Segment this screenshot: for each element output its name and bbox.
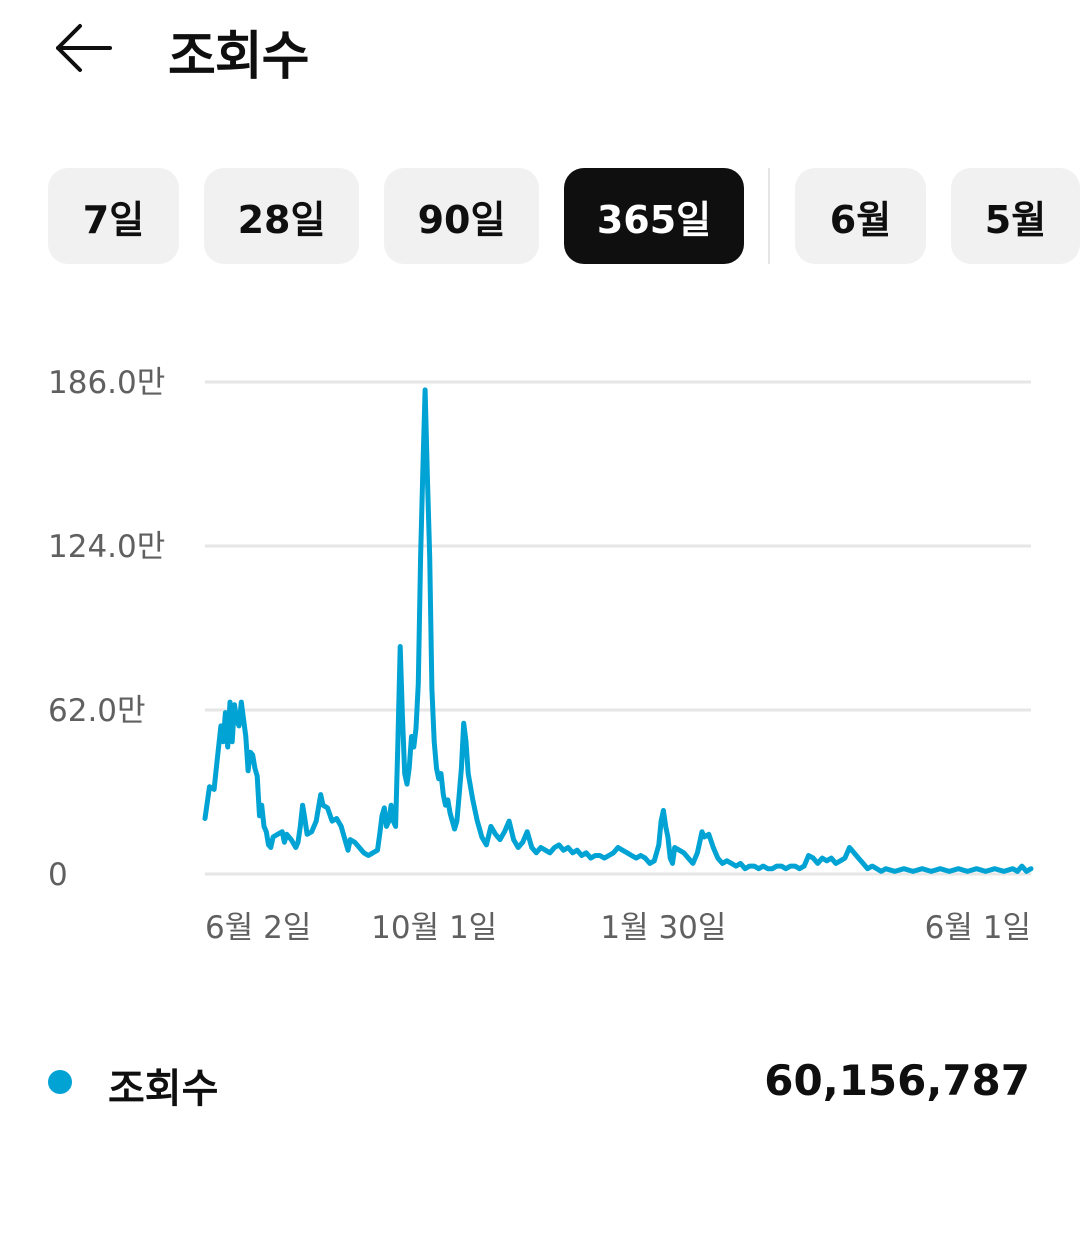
views-line-chart: 186.0만 124.0만 62.0만 0 6월 2일 10월 1일 1월 30일 6월 1일 <box>0 340 1080 960</box>
back-button[interactable] <box>52 20 116 76</box>
y-tick-label: 62.0만 <box>48 693 146 729</box>
chip-divider <box>768 168 770 264</box>
chip-7-days[interactable]: 7일 <box>48 168 179 264</box>
page-title: 조회수 <box>168 27 310 87</box>
y-tick-label: 186.0만 <box>48 365 165 401</box>
x-tick-label: 6월 1일 <box>925 910 1031 946</box>
arrow-left-icon <box>56 24 112 72</box>
legend-row: 조회수 60,156,787 <box>0 1050 1080 1130</box>
series-line-views <box>202 387 1034 874</box>
chip-28-days[interactable]: 28일 <box>204 168 359 264</box>
chip-365-days[interactable]: 365일 <box>564 168 744 264</box>
legend-label: 조회수 <box>108 1066 219 1112</box>
x-tick-label: 1월 30일 <box>600 910 726 946</box>
chip-90-days[interactable]: 90일 <box>384 168 539 264</box>
chart-canvas: 186.0만 124.0만 62.0만 0 6월 2일 10월 1일 1월 30일 6월 1일 <box>48 365 1034 946</box>
y-tick-label: 124.0만 <box>48 529 165 565</box>
period-chip-bar: 7일 28일 90일 365일 6월 5월 <box>0 168 1080 264</box>
x-tick-label: 10월 1일 <box>371 910 497 946</box>
chip-may[interactable]: 5월 <box>951 168 1080 264</box>
y-tick-label: 0 <box>48 857 68 893</box>
chip-june[interactable]: 6월 <box>795 168 926 264</box>
legend-dot <box>48 1070 72 1094</box>
x-tick-label: 6월 2일 <box>205 910 311 946</box>
total-views-value: 60,156,787 <box>764 1056 1030 1105</box>
top-app-bar: 조회수 <box>0 0 1080 110</box>
